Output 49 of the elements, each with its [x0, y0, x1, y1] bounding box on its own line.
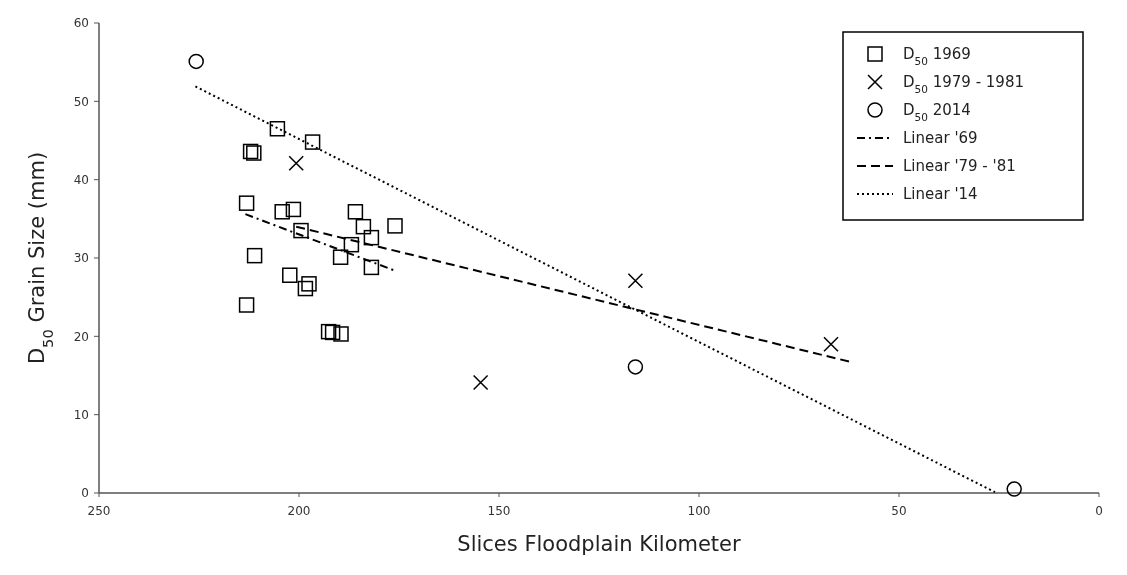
- point: [343, 236, 360, 253]
- point: [363, 259, 380, 276]
- point: [301, 276, 317, 292]
- y-tick-label: 30: [73, 251, 89, 266]
- x-tick-label: 250: [87, 504, 111, 518]
- point: [242, 143, 259, 160]
- point: [297, 280, 314, 297]
- point: [238, 195, 255, 211]
- point: [238, 297, 255, 313]
- y-tick-label: 0: [81, 486, 89, 501]
- point: [823, 336, 839, 352]
- point: [320, 323, 337, 340]
- y-tick-label: 60: [73, 16, 89, 31]
- point: [347, 204, 364, 220]
- x-tick-label: 0: [1095, 504, 1103, 518]
- x-tick-label: 50: [891, 504, 907, 518]
- legend-label: Linear '69: [903, 129, 978, 148]
- point: [387, 218, 403, 234]
- point: [246, 247, 263, 264]
- y-tick-label: 50: [73, 94, 89, 109]
- x-tick-label: 200: [287, 504, 311, 518]
- y-tick-label: 20: [73, 329, 89, 344]
- legend-label: Linear '79 - '81: [903, 157, 1016, 176]
- point: [293, 222, 309, 239]
- point: [274, 204, 290, 220]
- point: [285, 201, 302, 218]
- legend-label: D$_{50}$ 1969: [903, 45, 971, 68]
- point: [363, 229, 380, 246]
- point: [627, 359, 644, 375]
- point: [355, 218, 372, 235]
- point: [333, 326, 349, 342]
- x-tick-label: 150: [487, 504, 511, 518]
- point: [324, 324, 341, 341]
- y-tick-label: 40: [73, 172, 89, 187]
- point: [288, 155, 304, 171]
- legend-label: D$_{50}$ 1979 - 1981: [903, 73, 1025, 96]
- legend-label: Linear '14: [903, 185, 978, 204]
- point: [282, 267, 298, 283]
- x-tick-label: 100: [687, 504, 711, 518]
- point: [332, 249, 349, 265]
- y-tick-label: 10: [73, 407, 89, 422]
- x-axis-title: Slices Floodplain Kilometer: [457, 532, 742, 556]
- point: [1006, 481, 1022, 497]
- point: [246, 145, 262, 161]
- point: [269, 121, 286, 137]
- point: [304, 134, 321, 150]
- point: [627, 272, 644, 289]
- legend-label: D$_{50}$ 2014: [903, 101, 971, 124]
- point: [188, 53, 204, 70]
